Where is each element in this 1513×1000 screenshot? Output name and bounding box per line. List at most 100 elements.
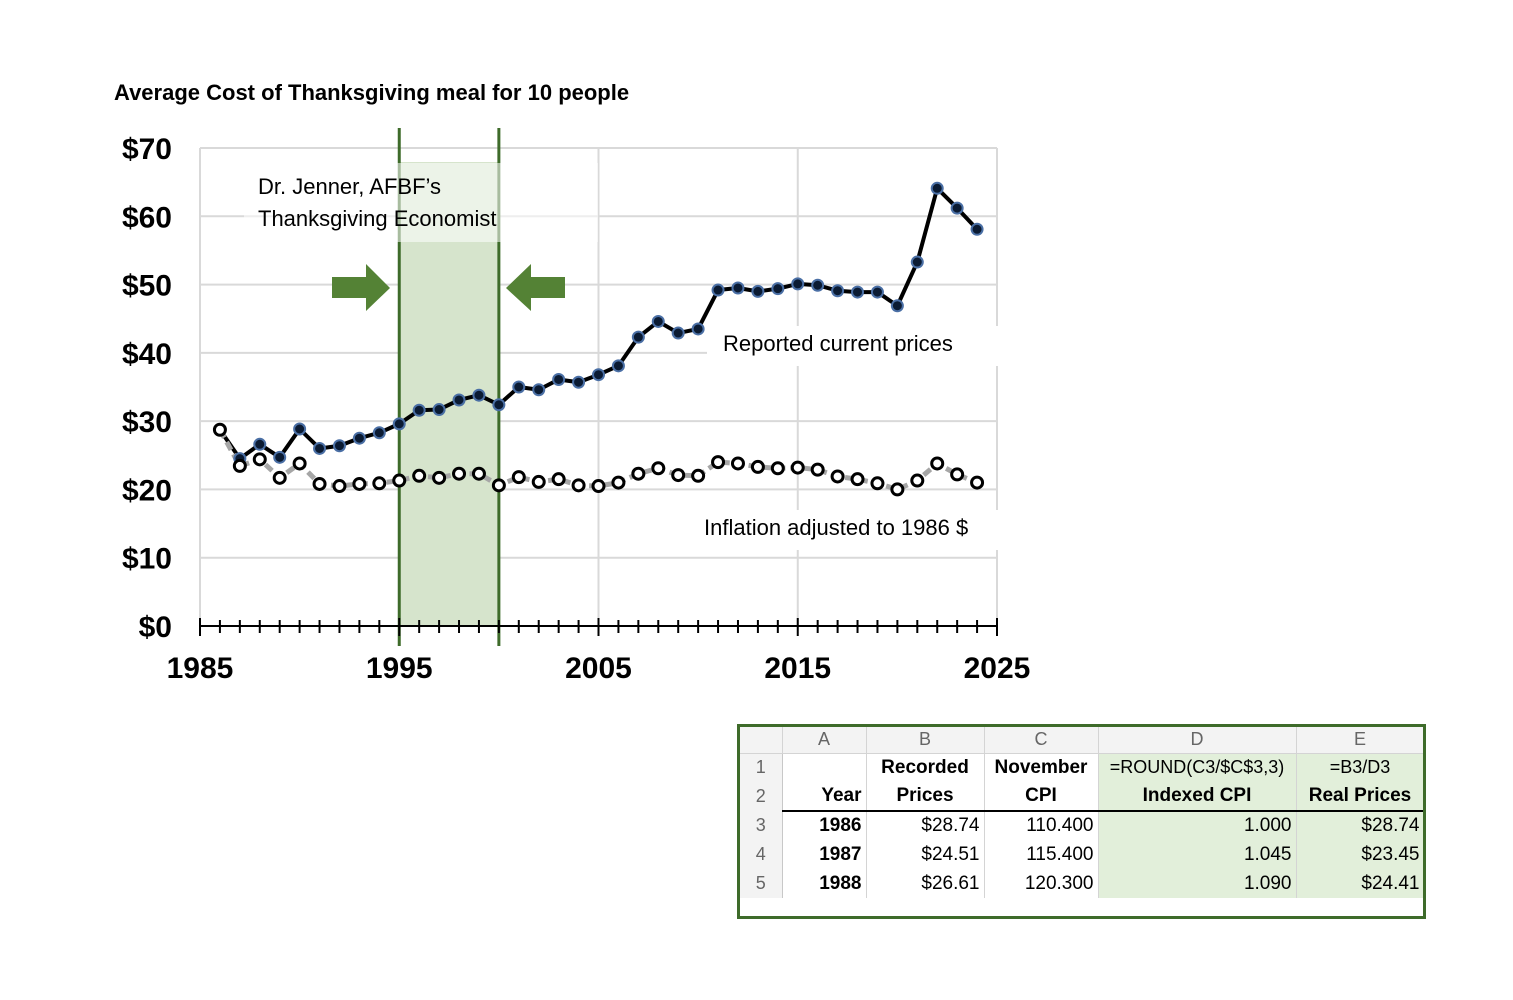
cell-b4[interactable]: $24.51: [866, 840, 985, 869]
adjusted-price-point: [611, 475, 626, 490]
adjusted-price-point: [412, 468, 427, 483]
cell-c1[interactable]: November: [984, 753, 1099, 782]
adjusted-price-point: [432, 470, 447, 485]
column-header-b[interactable]: B: [866, 727, 985, 754]
x-tick-label: 2005: [565, 652, 632, 685]
y-tick-label: $50: [122, 270, 172, 303]
adjusted-prices-label: Inflation adjusted to 1986 $: [704, 515, 968, 540]
current-price-point: [970, 222, 984, 236]
y-tick-label: $60: [122, 201, 172, 234]
cell-b1[interactable]: Recorded: [866, 753, 985, 782]
adjusted-price-point: [850, 472, 865, 487]
cell-e3[interactable]: $28.74: [1296, 811, 1423, 840]
cell-b2[interactable]: Prices: [866, 782, 985, 812]
current-price-point: [253, 437, 267, 451]
adjusted-price-point: [750, 459, 765, 474]
cell-c3[interactable]: 110.400: [984, 811, 1099, 840]
adjusted-price-point: [312, 476, 327, 491]
current-price-point: [293, 422, 307, 436]
adjusted-price-point: [970, 475, 985, 490]
row-number[interactable]: 2: [740, 782, 783, 811]
sheet-row-4: 4 1987 $24.51 115.400 1.045 $23.45: [740, 840, 1423, 869]
column-header-row: A B C D E: [740, 727, 1423, 754]
adjusted-price-point: [292, 456, 307, 471]
current-price-point: [472, 388, 486, 402]
current-price-point: [870, 285, 884, 299]
cell-d3[interactable]: 1.000: [1098, 811, 1297, 840]
adjusted-price-point: [491, 478, 506, 493]
row-number[interactable]: 1: [740, 753, 783, 782]
cell-d1-formula[interactable]: =ROUND(C3/$C$3,3): [1098, 753, 1297, 782]
current-price-point: [492, 398, 506, 412]
current-price-point: [352, 431, 366, 445]
current-price-point: [671, 326, 685, 340]
y-tick-label: $30: [122, 406, 172, 439]
adjusted-price-point: [930, 456, 945, 471]
cell-d5[interactable]: 1.090: [1098, 869, 1297, 898]
select-all-corner[interactable]: [740, 727, 783, 754]
row-number[interactable]: 5: [740, 869, 783, 898]
arrow-right-icon: [332, 264, 390, 311]
column-header-d[interactable]: D: [1098, 727, 1297, 754]
cell-a1[interactable]: [782, 753, 867, 782]
cell-c5[interactable]: 120.300: [984, 869, 1099, 898]
cell-a3[interactable]: 1986: [782, 811, 867, 840]
column-header-a[interactable]: A: [782, 727, 867, 754]
current-prices-label: Reported current prices: [723, 331, 953, 356]
cell-e5[interactable]: $24.41: [1296, 869, 1423, 898]
adjusted-price-point: [810, 462, 825, 477]
current-price-point: [851, 285, 865, 299]
adjusted-price-point: [452, 466, 467, 481]
cell-d4[interactable]: 1.045: [1098, 840, 1297, 869]
current-price-point: [452, 393, 466, 407]
adjusted-price-point: [212, 422, 227, 437]
adjusted-price-point: [671, 468, 686, 483]
arrow-left-icon: [506, 264, 565, 311]
cell-c2[interactable]: CPI: [984, 782, 1099, 812]
cell-e4[interactable]: $23.45: [1296, 840, 1423, 869]
row-number[interactable]: 3: [740, 811, 783, 840]
adjusted-price-point: [332, 479, 347, 494]
highlight-label-line-1: Dr. Jenner, AFBF’s: [258, 174, 441, 199]
current-price-point: [910, 255, 924, 269]
adjusted-price-point: [252, 452, 267, 467]
cell-a4[interactable]: 1987: [782, 840, 867, 869]
current-price-point: [313, 441, 327, 455]
column-header-e[interactable]: E: [1296, 727, 1423, 754]
cell-d2[interactable]: Indexed CPI: [1098, 782, 1297, 812]
current-price-point: [512, 380, 526, 394]
adjusted-price-point: [372, 476, 387, 491]
cell-e1-formula[interactable]: =B3/D3: [1296, 753, 1423, 782]
adjusted-price-point: [531, 474, 546, 489]
cell-b3[interactable]: $28.74: [866, 811, 985, 840]
cell-e2[interactable]: Real Prices: [1296, 782, 1423, 812]
adjusted-price-point: [591, 479, 606, 494]
y-tick-label: $40: [122, 338, 172, 371]
cell-a5[interactable]: 1988: [782, 869, 867, 898]
y-tick-label: $0: [139, 611, 172, 644]
adjusted-price-point: [770, 461, 785, 476]
adjusted-price-point: [711, 455, 726, 470]
column-header-c[interactable]: C: [984, 727, 1099, 754]
cell-b5[interactable]: $26.61: [866, 869, 985, 898]
cell-c4[interactable]: 115.400: [984, 840, 1099, 869]
current-price-point: [890, 299, 904, 313]
cell-a2[interactable]: Year: [782, 782, 867, 812]
current-price-point: [751, 284, 765, 298]
y-tick-label: $10: [122, 543, 172, 576]
current-price-point: [572, 375, 586, 389]
current-price-point: [731, 281, 745, 295]
adjusted-price-point: [392, 473, 407, 488]
adjusted-price-point: [651, 461, 666, 476]
current-price-point: [273, 450, 287, 464]
current-price-point: [592, 368, 605, 382]
current-price-point: [950, 201, 964, 215]
current-price-point: [332, 439, 346, 453]
row-number[interactable]: 4: [740, 840, 783, 869]
current-price-point: [392, 417, 406, 431]
adjusted-price-point: [471, 466, 486, 481]
adjusted-price-point: [691, 468, 706, 483]
axes: $0 $10 $20 $30 $40 $50 $60 $70 1985 1995 2005 2015 2…: [122, 133, 1030, 685]
y-tick-label: $70: [122, 133, 172, 166]
x-tick-label: 2025: [964, 652, 1031, 685]
